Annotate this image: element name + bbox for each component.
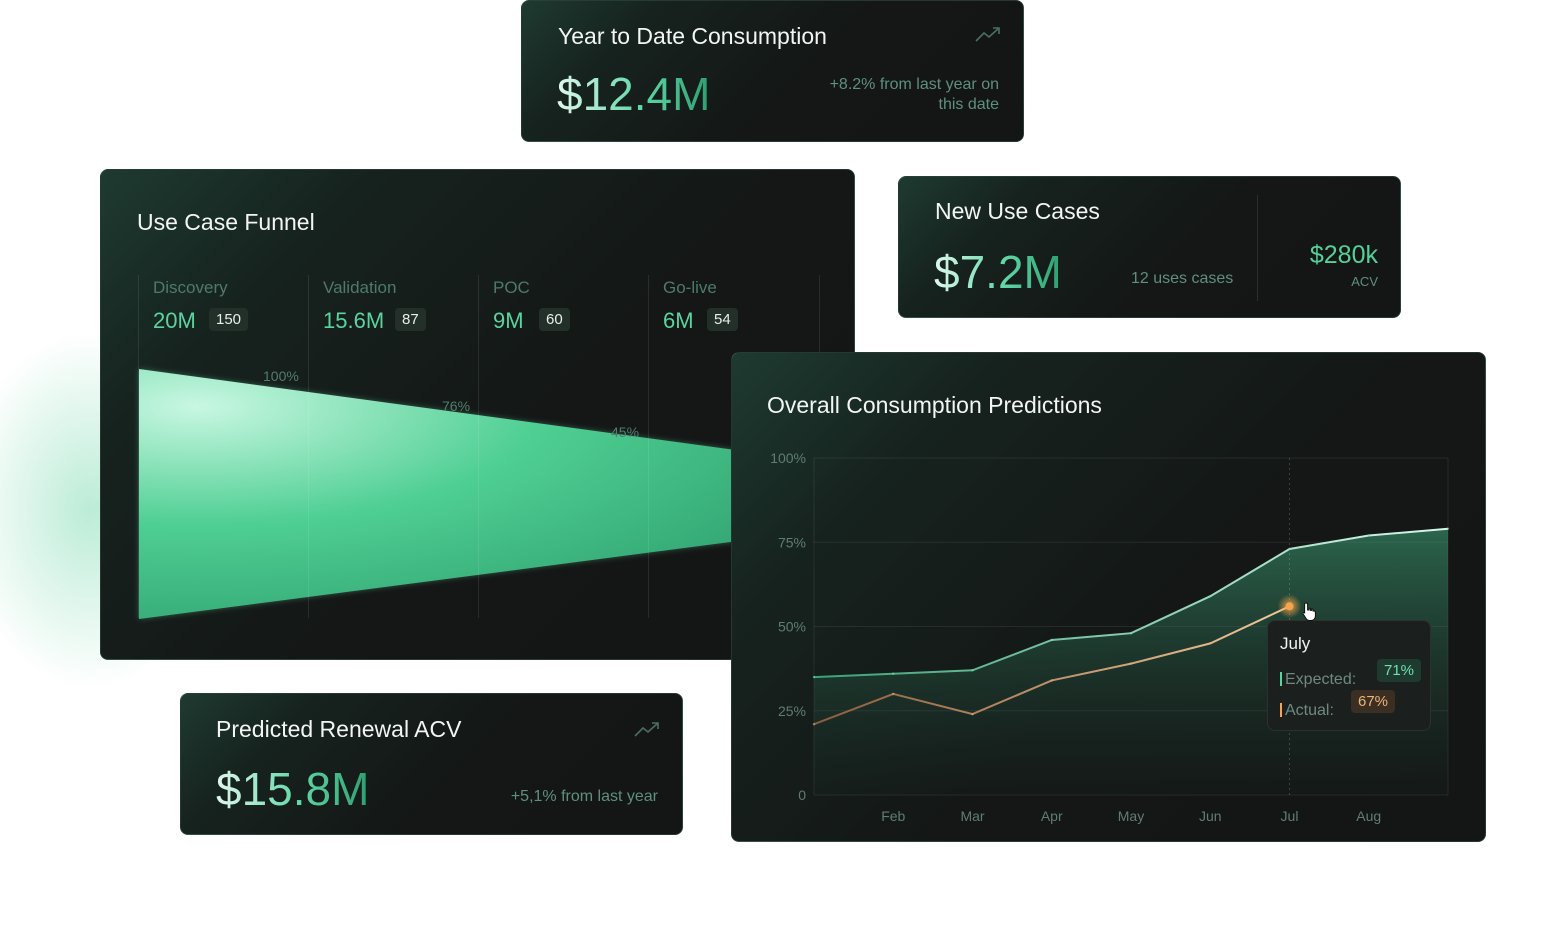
x-tick-label: Apr bbox=[1041, 808, 1063, 824]
divider bbox=[1257, 195, 1258, 301]
acv-value: $280k bbox=[1309, 241, 1378, 269]
pointer-cursor-icon bbox=[1302, 602, 1316, 621]
renewal-value: $15.8M bbox=[216, 763, 370, 815]
x-tick-label: Feb bbox=[881, 808, 905, 824]
tooltip-actual-value: 67% bbox=[1351, 690, 1396, 713]
stage-name: Discovery bbox=[153, 278, 228, 297]
hover-point bbox=[1285, 602, 1294, 611]
acv-label: ACV bbox=[1351, 274, 1378, 289]
expected-point bbox=[812, 675, 816, 679]
stage-name: Validation bbox=[323, 278, 397, 297]
predictions-line-chart: 0 25% 50% 75% 100% Feb Mar Apr May Jun Jul Aug bbox=[770, 450, 1450, 824]
tooltip-expected-row: Expected: bbox=[1280, 671, 1356, 689]
stage-value: 9M bbox=[493, 308, 524, 333]
x-tick-label: Aug bbox=[1356, 808, 1381, 824]
expected-marker bbox=[1280, 672, 1282, 686]
x-axis: Feb Mar Apr May Jun Jul Aug bbox=[881, 808, 1381, 824]
stage-value: 20M bbox=[153, 308, 196, 333]
y-axis: 0 25% 50% 75% 100% bbox=[770, 450, 806, 803]
stage-name: Go-live bbox=[663, 278, 717, 297]
actual-marker bbox=[1280, 703, 1282, 717]
tooltip-expected-value: 71% bbox=[1377, 659, 1422, 682]
funnel-title: Use Case Funnel bbox=[137, 209, 315, 235]
tooltip-expected-label: Expected: bbox=[1285, 671, 1357, 688]
predictions-title: Overall Consumption Predictions bbox=[767, 392, 1102, 418]
ytd-consumption-card: Year to Date Consumption $12.4M +8.2% fr… bbox=[521, 0, 1024, 142]
x-tick-label: May bbox=[1118, 808, 1144, 824]
ytd-delta: +8.2% from last year on this date bbox=[829, 76, 999, 113]
funnel-percent-discovery: 100% bbox=[263, 368, 299, 384]
chart-tooltip: July Expected: 71% Actual: 67% bbox=[1267, 620, 1431, 731]
actual-point bbox=[892, 692, 895, 696]
consumption-predictions-card: Overall Consumption Predictions 0 25% 50% 7… bbox=[731, 352, 1486, 842]
funnel-stage-poc: POC 9M 60 bbox=[478, 275, 649, 618]
stage-value: 6M bbox=[663, 308, 694, 333]
expected-point bbox=[1129, 632, 1133, 635]
ytd-value: $12.4M bbox=[557, 68, 711, 120]
funnel-shape bbox=[139, 369, 854, 619]
funnel-chart bbox=[139, 369, 854, 619]
y-tick-label: 50% bbox=[778, 619, 806, 635]
funnel-stage-discovery: Discovery 20M 150 bbox=[138, 275, 309, 618]
x-tick-label: Mar bbox=[960, 808, 984, 824]
renewal-acv-card: Predicted Renewal ACV $15.8M +5,1% from … bbox=[180, 693, 683, 835]
x-tick-label: Jun bbox=[1199, 808, 1222, 824]
use-case-funnel-card: Use Case Funnel Discovery 20M 150 Valida… bbox=[100, 169, 855, 660]
ytd-title: Year to Date Consumption bbox=[558, 23, 827, 49]
renewal-title: Predicted Renewal ACV bbox=[216, 716, 462, 742]
data-points bbox=[812, 527, 1450, 726]
funnel-stage-validation: Validation 15.6M 87 bbox=[308, 275, 479, 618]
new-use-cases-card: New Use Cases $7.2M 12 uses cases $280k … bbox=[898, 176, 1401, 318]
y-tick-label: 100% bbox=[770, 450, 806, 466]
renewal-delta: +5,1% from last year bbox=[510, 788, 658, 805]
x-tick-label: Jul bbox=[1281, 808, 1299, 824]
new-use-cases-value: $7.2M bbox=[934, 246, 1062, 298]
expected-point bbox=[1050, 638, 1053, 642]
expected-point bbox=[971, 669, 974, 672]
stage-count-badge: 54 bbox=[707, 308, 738, 331]
y-tick-label: 75% bbox=[778, 534, 806, 550]
actual-point bbox=[1129, 662, 1133, 665]
trend-up-icon bbox=[975, 27, 1000, 42]
stage-name: POC bbox=[493, 278, 530, 297]
trend-up-icon bbox=[634, 722, 659, 737]
y-tick-label: 25% bbox=[778, 703, 806, 719]
actual-point bbox=[1209, 642, 1212, 645]
y-tick-label: 0 bbox=[798, 787, 806, 803]
expected-point bbox=[1288, 547, 1291, 551]
expected-point bbox=[1446, 527, 1450, 530]
stage-count-badge: 150 bbox=[209, 308, 249, 331]
tooltip-actual-row: Actual: bbox=[1280, 702, 1334, 720]
expected-point bbox=[1209, 594, 1212, 598]
actual-point bbox=[971, 712, 974, 716]
tooltip-month: July bbox=[1280, 634, 1311, 653]
stage-value: 15.6M bbox=[323, 308, 385, 333]
funnel-percent-validation: 76% bbox=[442, 398, 471, 414]
stage-count-badge: 60 bbox=[539, 308, 570, 331]
actual-point bbox=[1050, 679, 1053, 682]
funnel-percent-poc: 45% bbox=[611, 424, 640, 440]
tooltip-actual-label: Actual: bbox=[1285, 702, 1334, 719]
new-use-cases-title: New Use Cases bbox=[935, 198, 1100, 224]
stage-count-badge: 87 bbox=[395, 308, 426, 331]
use-cases-count: 12 uses cases bbox=[1131, 270, 1234, 287]
expected-point bbox=[892, 672, 895, 675]
expected-point bbox=[1367, 534, 1370, 537]
actual-point bbox=[812, 723, 816, 726]
